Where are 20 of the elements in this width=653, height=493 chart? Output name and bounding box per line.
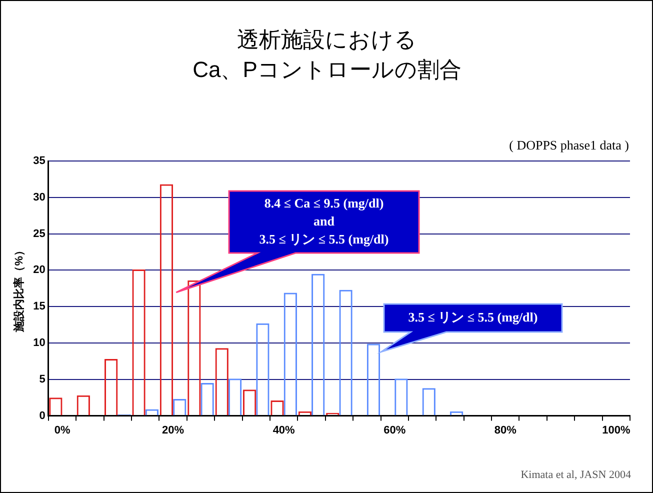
x-tick-label: 100%	[602, 424, 630, 436]
y-tick-label: 35	[33, 155, 46, 168]
chart-title: 透析施設における Ca、Pコントロールの割合	[192, 27, 462, 82]
y-tick-label: 0	[39, 410, 46, 422]
y-tick-label: 10	[33, 337, 46, 350]
x-tick-label: 40%	[272, 424, 296, 436]
annotation: 3.5 ≤ リン ≤ 5.5 (mg/dl)	[408, 309, 538, 324]
y-axis-title: 施設内比率（%）	[12, 245, 26, 333]
y-tick-label: 15	[33, 300, 46, 313]
x-tick-label: 0%	[54, 424, 70, 436]
x-tick-label: 80%	[494, 424, 517, 436]
text: Kimata et al, JASN 2004	[520, 468, 632, 481]
chart-subtitle: ( DOPPS phase1 data )	[509, 137, 629, 152]
y-tick-label: 30	[33, 191, 46, 204]
annotation: 8.4 ≤ Ca ≤ 9.5 (mg/dl) and 3.5 ≤ リン ≤ 5.5 (mg/dl)	[259, 195, 389, 246]
x-tick-label: 20%	[162, 424, 184, 436]
y-tick-label: 5	[39, 373, 46, 386]
y-tick-label: 25	[33, 228, 46, 240]
x-tick-label: 60%	[384, 424, 406, 436]
y-tick-label: 20	[33, 264, 46, 276]
